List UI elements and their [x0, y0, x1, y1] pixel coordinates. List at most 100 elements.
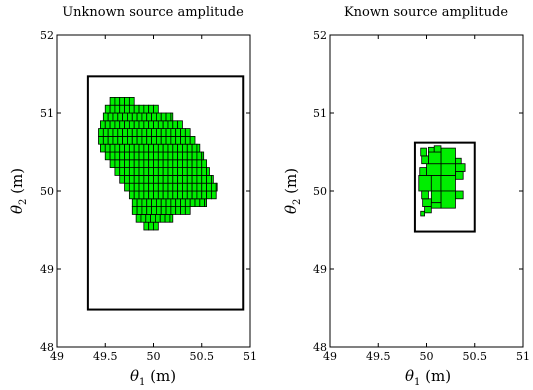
paving-box [133, 167, 140, 176]
paving-box [122, 112, 128, 122]
paving-box [117, 112, 124, 122]
paving-box [143, 182, 150, 192]
paving-box [175, 206, 181, 215]
paving-box [128, 190, 135, 200]
paving-box [182, 182, 188, 192]
paving-box [141, 198, 148, 208]
x-tick-label: 51 [243, 350, 257, 363]
paving-box [151, 135, 157, 145]
paving-box [177, 151, 183, 161]
paving-box [157, 159, 164, 169]
paving-box [433, 145, 442, 153]
paving-box [167, 167, 174, 176]
paving-box [172, 120, 179, 130]
paving-box [153, 174, 159, 184]
plot-frame [329, 34, 524, 348]
paving-box [196, 190, 203, 200]
paving-box [146, 198, 152, 208]
paving-box [419, 167, 427, 176]
paving-box [127, 135, 133, 145]
paving-box [143, 159, 150, 169]
paving-box [180, 135, 186, 145]
paving-box [98, 135, 104, 145]
paving-box [128, 104, 135, 114]
paving-box [131, 198, 138, 208]
paving-box [136, 128, 143, 137]
paving-box [138, 174, 145, 184]
y-tick-label: 51 [40, 107, 54, 120]
paving-box [196, 143, 201, 153]
paving-box [143, 190, 150, 200]
y-axis-subscript: 2 [18, 199, 29, 205]
paving-box [128, 167, 135, 176]
paving-box [141, 112, 148, 122]
paving-box [201, 190, 207, 200]
paving-box [114, 151, 121, 161]
y-tick-label: 52 [313, 29, 327, 42]
x-axis-unit: (m) [145, 367, 176, 385]
paving-box [157, 120, 164, 130]
y-tick-label: 52 [40, 29, 54, 42]
paving-box [151, 128, 157, 137]
paving-box [112, 112, 119, 122]
paving-box [133, 190, 140, 200]
paving-box [153, 182, 159, 192]
paving-box [455, 163, 466, 172]
paving-box [133, 143, 140, 153]
paving-box [165, 198, 172, 208]
paving-box [199, 198, 206, 208]
paving-box [420, 210, 425, 217]
paving-box [155, 198, 162, 208]
paving-box [107, 135, 114, 145]
paving-box [119, 120, 125, 130]
paving-box [430, 190, 442, 204]
paving-box [109, 104, 116, 114]
paving-box [104, 143, 111, 153]
paving-box [109, 143, 116, 153]
paving-box [167, 159, 174, 169]
paving-box [160, 128, 167, 137]
paving-box [143, 104, 150, 114]
paving-box [148, 120, 154, 130]
paving-box [184, 135, 191, 145]
paving-box [177, 167, 183, 176]
paving-box [124, 159, 130, 169]
panel-unknown-amplitude: Unknown source amplitude 49 49.5 50 50.5 51 4… [8, 5, 257, 388]
x-axis-label: θ1 (m) [130, 367, 176, 388]
x-tick-label: 50.5 [463, 350, 488, 363]
paving-box [184, 198, 191, 208]
x-tick-label: 49.5 [93, 350, 118, 363]
paving-box [157, 182, 164, 192]
paving-box [153, 151, 159, 161]
paving-box [119, 159, 125, 169]
paving-box [138, 190, 145, 200]
paving-box [191, 151, 198, 161]
paving-box [119, 97, 125, 106]
paving-box [146, 112, 152, 122]
paving-box [160, 206, 167, 215]
paving-box [128, 120, 135, 130]
paving-box [143, 143, 150, 153]
paving-box [191, 167, 198, 176]
paving-box [172, 190, 179, 200]
paving-box [180, 206, 186, 215]
paving-box [138, 120, 145, 130]
paving-box [455, 190, 464, 200]
paving-box [430, 174, 442, 192]
paving-box [109, 120, 116, 130]
paving-box [141, 206, 148, 215]
paving-box [162, 151, 169, 161]
paving-box [160, 112, 167, 122]
paving-box [215, 182, 218, 192]
paving-box [104, 104, 111, 114]
paving-box [148, 143, 154, 153]
paving-box [141, 128, 148, 137]
paving-box [157, 143, 164, 153]
paving-box [204, 198, 207, 208]
paving-box [210, 182, 217, 192]
paving-box [117, 135, 124, 145]
paving-box [155, 213, 161, 223]
panel-known-amplitude: Known source amplitude 49 49.5 50 50.5 51484… [282, 5, 530, 388]
paving-box [133, 182, 140, 192]
paving-box [124, 143, 130, 153]
